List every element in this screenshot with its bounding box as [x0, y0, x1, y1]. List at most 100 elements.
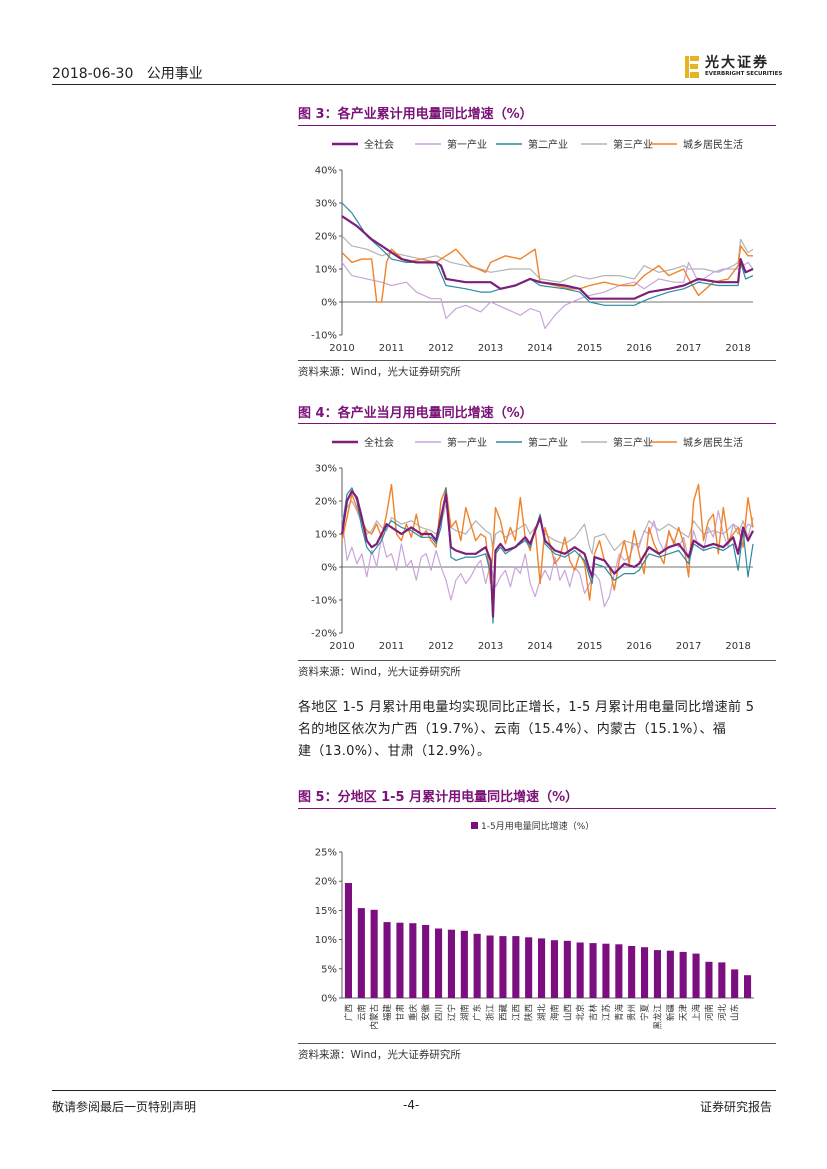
fig3-top-rule — [298, 125, 776, 126]
fig5-x-tick-label: 浙江 — [485, 1004, 496, 1022]
fig5-bar — [525, 937, 533, 998]
fig4-y-tick-label: 30% — [315, 464, 337, 475]
fig4-legend-label: 第一产业 — [447, 436, 487, 449]
fig5-bar — [641, 947, 649, 998]
fig4-x-tick-label: 2012 — [428, 641, 453, 652]
body-paragraph: 各地区 1-5 月累计用电量均实现同比正增长，1-5 月累计用电量同比增速前 5… — [298, 697, 778, 763]
fig5-bar — [538, 938, 546, 998]
header-divider — [52, 84, 776, 85]
fig3-series-line — [341, 261, 754, 329]
fig3-y-tick-label: 40% — [315, 166, 337, 177]
fig5-x-tick-label: 安徽 — [421, 1004, 432, 1022]
body-paragraph-line: 建（13.0%）、甘肃（12.9%）。 — [298, 744, 491, 759]
fig5-bottom-rule — [298, 1043, 776, 1044]
fig5-x-tick-label: 内蒙古 — [369, 1004, 380, 1030]
fig3-x-tick-label: 2012 — [428, 343, 453, 354]
fig5-bar — [653, 950, 661, 998]
fig4-top-rule — [298, 423, 776, 424]
fig3-y-tick-label: 10% — [315, 265, 337, 276]
fig4-x-tick-label: 2018 — [725, 641, 750, 652]
fig3-series-line — [341, 235, 754, 283]
fig4-legend-label: 第三产业 — [613, 436, 653, 449]
footer-disclaimer: 敬请参阅最后一页特别声明 — [52, 1100, 197, 1114]
fig4-legend-label: 全社会 — [364, 436, 394, 449]
fig5-bar — [460, 930, 468, 998]
fig4-y-tick-label: -20% — [311, 629, 337, 640]
fig3-bottom-rule — [298, 360, 776, 361]
logo-text-en: EVERBRIGHT SECURITIES — [705, 71, 783, 77]
fig3-y-tick-label: 30% — [315, 199, 337, 210]
fig3-x-tick-label: 2017 — [676, 343, 701, 354]
header-date: 2018-06-30 — [52, 66, 134, 82]
fig5-x-tick-label: 重庆 — [408, 1004, 419, 1022]
fig4-x-tick-label: 2017 — [676, 641, 701, 652]
fig5-bar — [473, 933, 481, 998]
fig3-legend-label: 第一产业 — [447, 138, 487, 151]
fig5-bar — [435, 928, 443, 998]
fig5-x-tick-label: 江西 — [512, 1004, 522, 1021]
footer-divider — [52, 1090, 776, 1091]
header-date-sector: 2018-06-30 公用事业 — [52, 63, 203, 83]
fig5-bar — [344, 883, 352, 998]
fig4-y-tick-label: 0% — [321, 563, 337, 574]
fig4-bottom-rule — [298, 660, 776, 661]
fig4-chart: 全社会 第一产业 第二产业 第三产业 城乡居民生活 30% 20% 10% 0% -10% -20%… — [311, 436, 754, 652]
fig4-series-line — [341, 483, 754, 601]
fig5-chart: 1-5月用电量同比增速（%） 25% 20% 15% 10% 5% 0% 广西 云南 内蒙古 福建甘… — [315, 820, 754, 1030]
fig4-source: 资料来源：Wind，光大证券研究所 — [298, 666, 461, 678]
logo-text-cn: 光大证券 — [705, 55, 769, 71]
fig5-bar — [628, 946, 636, 998]
fig5-bar — [615, 944, 623, 998]
fig5-y-tick-label: 10% — [315, 935, 337, 946]
header-sector: 公用事业 — [146, 66, 203, 82]
fig3-x-tick-label: 2016 — [626, 343, 651, 354]
fig5-x-tick-label: 辽宁 — [446, 1004, 457, 1021]
fig5-x-tick-label: 云南 — [356, 1004, 367, 1021]
fig4-y-tick-label: 10% — [315, 530, 337, 541]
fig5-x-tick-label: 青海 — [614, 1004, 625, 1022]
fig5-top-rule — [298, 808, 776, 809]
fig5-x-tick-label: 吉林 — [588, 1004, 599, 1022]
body-paragraph-line: 名的地区依次为广西（19.7%）、云南（15.4%）、内蒙古（15.1%）、福 — [298, 722, 727, 737]
fig3-title: 图 3：各产业累计用电量同比增速（%） — [298, 107, 533, 122]
fig4-y-tick-label: -10% — [311, 596, 337, 607]
fig5-x-tick-label: 福建 — [382, 1004, 393, 1022]
fig4-legend-label: 第二产业 — [528, 436, 568, 449]
fig5-x-tick-label: 山西 — [562, 1004, 573, 1021]
fig5-x-tick-label: 广东 — [472, 1004, 483, 1021]
fig5-bar — [422, 925, 430, 998]
logo-mark-icon — [685, 56, 699, 78]
fig5-bar — [512, 936, 520, 998]
fig5-x-tick-label: 湖南 — [459, 1004, 470, 1021]
fig3-series-line — [341, 202, 754, 306]
fig5-bar — [447, 929, 455, 998]
fig4-x-tick-label: 2013 — [478, 641, 503, 652]
fig3-y-tick-label: 0% — [321, 298, 337, 309]
fig5-x-tick-label: 宁夏 — [640, 1004, 651, 1022]
fig5-bar — [357, 908, 365, 998]
fig4-series-line — [341, 500, 754, 555]
fig5-y-tick-label: 0% — [321, 994, 337, 1005]
fig3-series-line — [341, 215, 754, 300]
fig4-x-tick-label: 2011 — [379, 641, 404, 652]
fig5-bar — [744, 975, 752, 998]
fig5-x-tick-label: 河南 — [704, 1004, 715, 1021]
fig5-x-tick-label: 北京 — [575, 1004, 586, 1021]
fig5-bar — [602, 943, 610, 998]
fig5-x-tick-label: 陕西 — [524, 1004, 535, 1021]
fig4-y-tick-label: 20% — [315, 497, 337, 508]
fig4-x-tick-label: 2016 — [626, 641, 651, 652]
fig4-series-line — [341, 510, 754, 608]
fig5-y-tick-label: 20% — [315, 877, 337, 888]
fig5-x-tick-label: 广西 — [343, 1004, 354, 1021]
fig5-x-tick-label: 黑龙江 — [652, 1003, 663, 1029]
fig5-y-tick-label: 25% — [315, 848, 337, 859]
fig5-title: 图 5：分地区 1-5 月累计用电量同比增速（%） — [298, 790, 579, 805]
fig5-bar — [370, 909, 378, 998]
fig3-legend-label: 第二产业 — [528, 138, 568, 151]
fig5-bar — [396, 922, 404, 998]
fig5-bar — [409, 923, 417, 998]
fig3-y-tick-label: 20% — [315, 232, 337, 243]
fig3-x-tick-label: 2010 — [329, 343, 354, 354]
fig5-bar — [731, 969, 739, 998]
